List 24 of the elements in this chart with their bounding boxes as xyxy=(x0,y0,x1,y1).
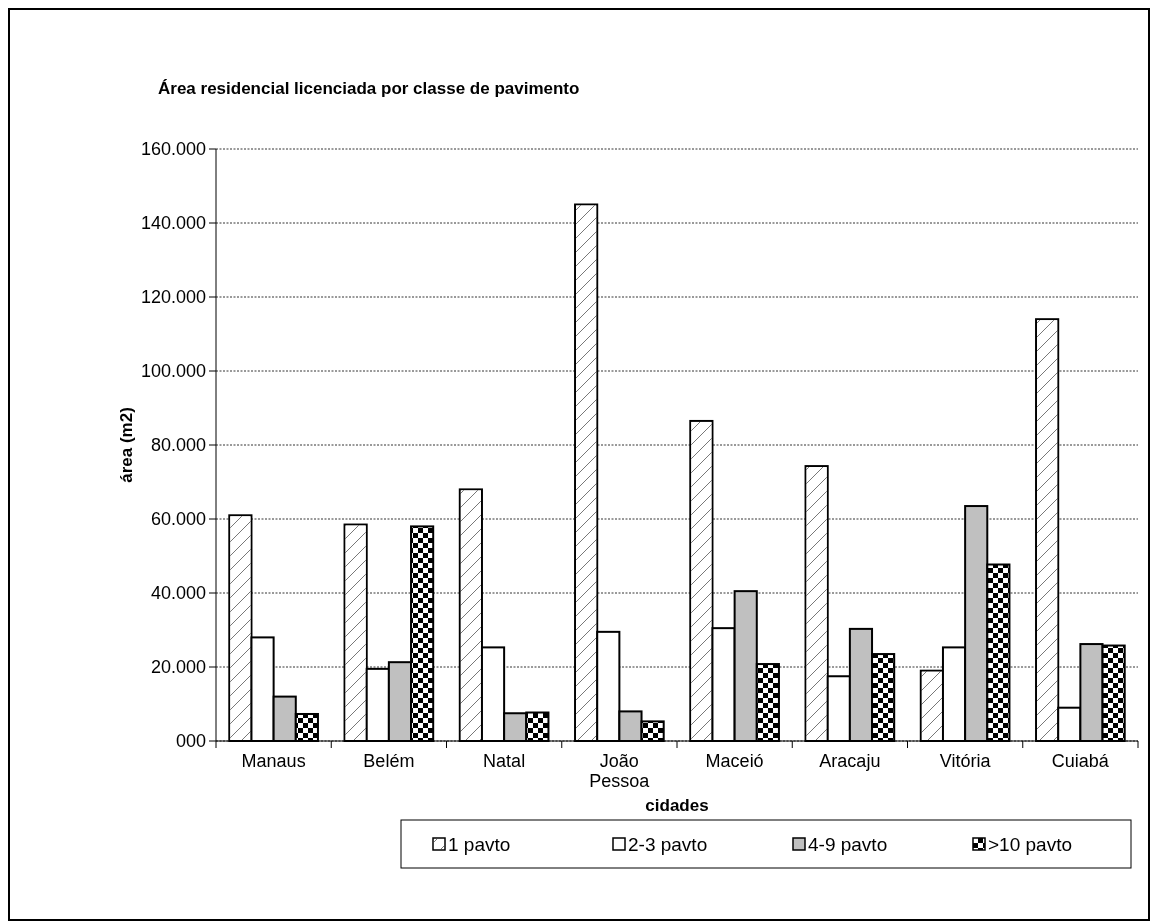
legend-label: 1 pavto xyxy=(448,834,511,855)
y-tick-label: 140.000 xyxy=(140,213,206,234)
x-tick-label: Maceió xyxy=(705,751,764,771)
x-axis-title: cidades xyxy=(645,796,709,815)
x-tick-label: Vitória xyxy=(939,751,992,771)
x-tick-label: Manaus xyxy=(241,751,306,771)
legend-label: >10 pavto xyxy=(988,834,1072,855)
x-tick-label: Aracaju xyxy=(819,751,881,771)
legend-label: 4-9 pavto xyxy=(808,834,888,855)
x-tick-label: João Pessoa xyxy=(589,751,651,791)
y-axis-title: área (m2) xyxy=(117,407,136,483)
legend-label: 2-3 pavto xyxy=(628,834,708,855)
x-tick-label: Belém xyxy=(363,751,415,771)
y-tick-label: 100.000 xyxy=(140,361,206,382)
y-tick-label: 000 xyxy=(175,731,206,752)
chart-title: Área residencial licenciada por classe de pavimento xyxy=(158,79,580,98)
x-tick-label: Natal xyxy=(483,751,526,771)
x-tick-label: Cuiabá xyxy=(1051,751,1110,771)
y-tick-label: 60.000 xyxy=(150,509,206,530)
y-tick-label: 80.000 xyxy=(150,435,206,456)
y-tick-label: 40.000 xyxy=(150,583,206,604)
y-tick-label: 120.000 xyxy=(140,287,206,308)
y-tick-label: 160.000 xyxy=(140,139,206,160)
y-tick-label: 20.000 xyxy=(150,657,206,678)
